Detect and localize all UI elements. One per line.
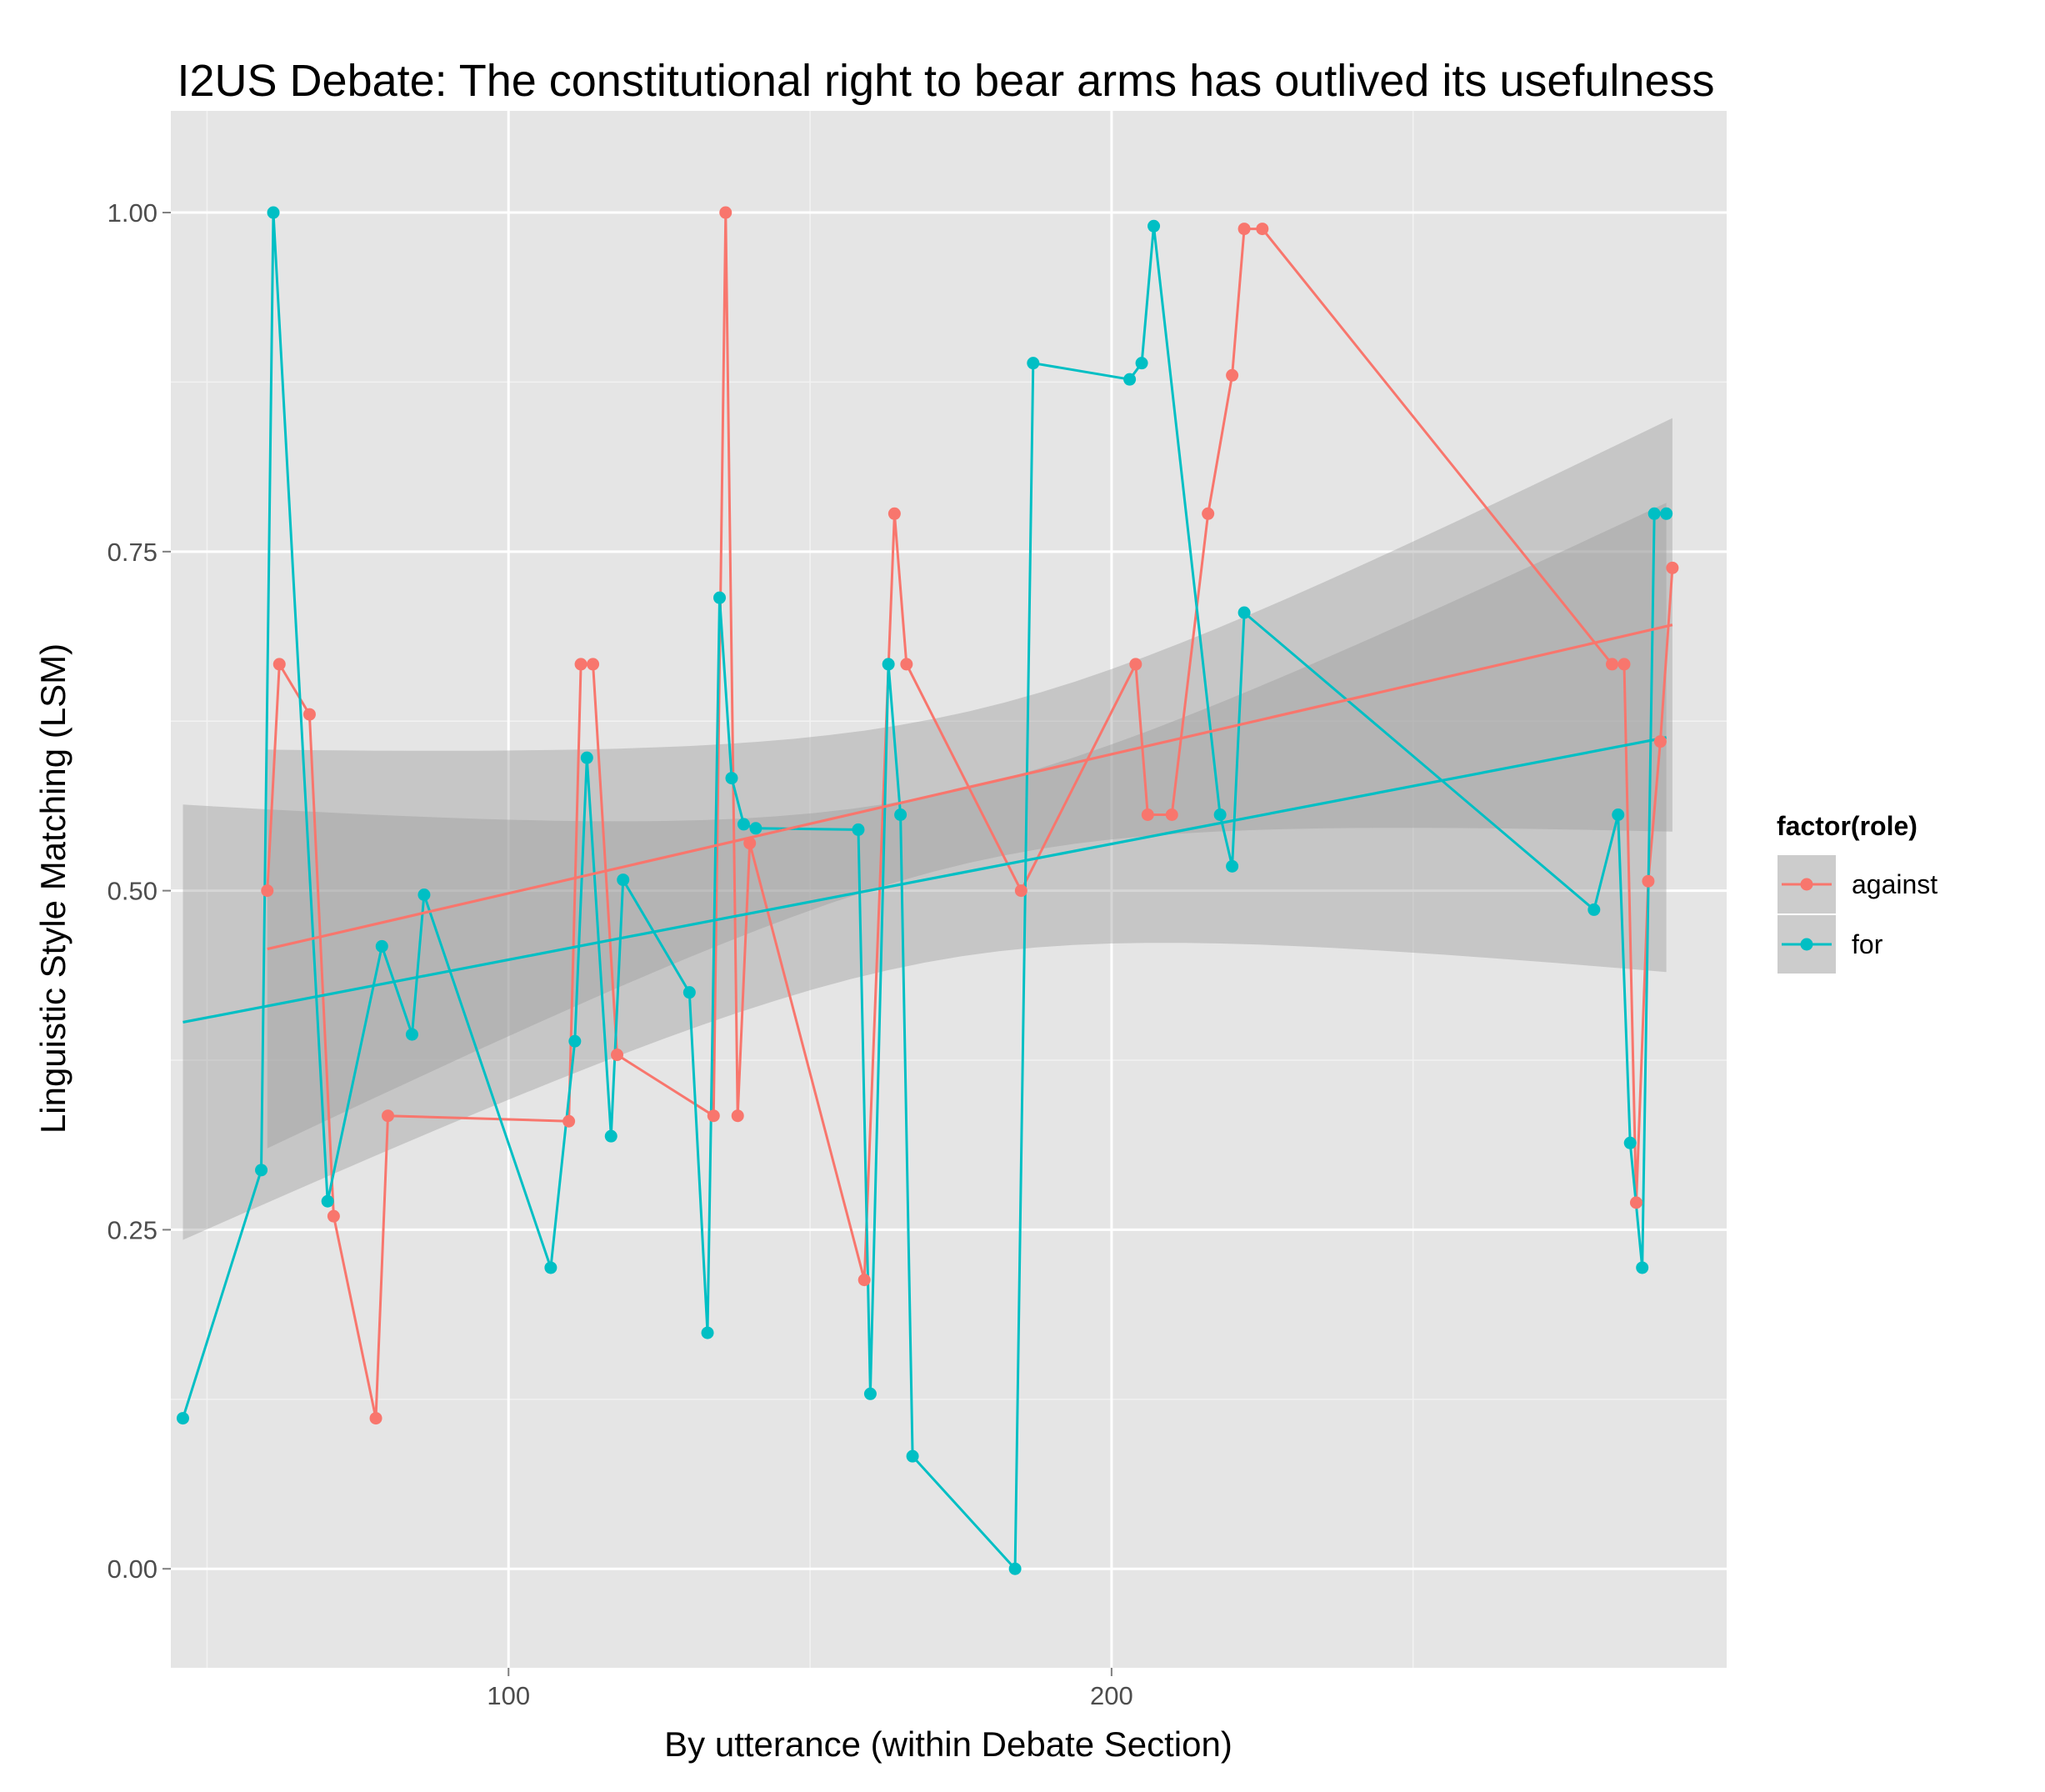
x-tick-label: 100 <box>487 1681 530 1710</box>
data-point-against <box>302 708 316 721</box>
data-point-against <box>574 658 588 671</box>
data-point-against <box>369 1412 382 1425</box>
data-point-against <box>1653 735 1667 748</box>
data-point-against <box>1629 1196 1642 1209</box>
data-point-for <box>1027 357 1040 370</box>
data-point-against <box>261 884 274 898</box>
data-point-for <box>713 591 727 604</box>
data-point-for <box>418 888 431 902</box>
data-point-against <box>327 1209 340 1223</box>
data-point-against <box>731 1109 744 1123</box>
x-axis-ticks: 100 200 <box>487 1668 1133 1710</box>
data-point-against <box>1226 368 1239 382</box>
data-point-for <box>255 1164 268 1177</box>
data-point-against <box>1165 808 1178 822</box>
data-point-against <box>858 1274 871 1287</box>
y-axis-title: Linguistic Style Matching (LSM) <box>33 643 72 1134</box>
legend: factor(role) against for <box>1776 811 1938 975</box>
y-tick-label: 0.75 <box>108 538 158 567</box>
plot-panel <box>171 111 1727 1668</box>
x-axis-title: By utterance (within Debate Section) <box>664 1724 1232 1764</box>
data-point-against <box>1238 223 1251 236</box>
data-point-for <box>1636 1261 1649 1274</box>
data-point-for <box>1123 373 1137 386</box>
data-point-for <box>1226 859 1239 873</box>
data-point-for <box>1238 606 1251 619</box>
data-point-for <box>604 1129 618 1143</box>
legend-title: factor(role) <box>1777 811 1918 841</box>
y-tick-label: 0.50 <box>108 877 158 906</box>
data-point-for <box>1588 903 1601 916</box>
data-point-for <box>617 873 630 887</box>
data-point-for <box>1213 808 1227 822</box>
legend-label-against: against <box>1852 869 1938 899</box>
data-point-for <box>1612 808 1625 822</box>
trend-line-against <box>267 623 1673 951</box>
y-axis-ticks: 0.00 0.25 0.50 0.75 1.00 <box>108 198 171 1584</box>
data-point-against <box>1202 507 1215 520</box>
data-point-against <box>1666 561 1679 574</box>
data-point-against <box>587 658 600 671</box>
data-point-against <box>1256 223 1269 236</box>
data-point-for <box>852 823 865 836</box>
data-point-for <box>1660 507 1673 520</box>
data-point-against <box>900 658 913 671</box>
data-point-against <box>1618 658 1631 671</box>
legend-key-point-for <box>1800 938 1813 951</box>
data-point-against <box>562 1114 576 1128</box>
data-point-for <box>737 818 750 831</box>
data-point-for <box>1148 219 1161 233</box>
data-point-for <box>882 658 895 671</box>
data-point-for <box>894 808 908 822</box>
data-point-against <box>1642 874 1655 888</box>
data-point-for <box>580 751 593 764</box>
y-tick-label: 0.25 <box>108 1215 158 1244</box>
data-point-against <box>272 658 286 671</box>
legend-keys: against for <box>1776 853 1938 975</box>
data-point-for <box>568 1034 582 1048</box>
data-point-for <box>906 1449 919 1463</box>
data-point-for <box>1648 507 1661 520</box>
trend-lines <box>182 623 1673 1024</box>
chart-title: I2US Debate: The constitutional right to… <box>178 56 1715 106</box>
data-point-against <box>1014 884 1028 898</box>
data-point-against <box>707 1109 720 1123</box>
data-point-against <box>743 837 757 850</box>
data-point-for <box>405 1028 418 1041</box>
y-tick-label: 1.00 <box>108 198 158 228</box>
y-tick-label: 0.00 <box>108 1554 158 1584</box>
data-point-for <box>701 1326 714 1339</box>
data-point-for <box>1008 1562 1022 1575</box>
data-point-for <box>375 939 388 953</box>
data-point-for <box>544 1261 558 1274</box>
data-point-for <box>1135 357 1148 370</box>
data-point-against <box>610 1049 623 1062</box>
data-point-for <box>267 206 280 219</box>
trend-line-for <box>182 736 1667 1024</box>
legend-label-for: for <box>1852 929 1883 959</box>
major-gridlines <box>171 111 1727 1668</box>
minor-gridlines <box>171 111 1727 1668</box>
data-point-for <box>725 772 738 785</box>
data-point-against <box>1141 808 1154 822</box>
x-tick-label: 200 <box>1090 1681 1133 1710</box>
confidence-ribbon-for <box>182 503 1667 1240</box>
data-point-for <box>749 822 762 835</box>
data-point-against <box>1606 658 1619 671</box>
data-point-for <box>682 986 696 999</box>
data-point-against <box>1129 658 1142 671</box>
data-point-for <box>176 1412 189 1425</box>
data-point-against <box>719 206 732 219</box>
data-point-for <box>863 1387 877 1400</box>
data-point-for <box>1623 1136 1637 1149</box>
data-point-against <box>888 507 901 520</box>
legend-key-point-against <box>1800 878 1813 891</box>
data-point-for <box>321 1194 334 1208</box>
data-point-against <box>382 1109 395 1123</box>
data-points <box>176 206 1679 1575</box>
